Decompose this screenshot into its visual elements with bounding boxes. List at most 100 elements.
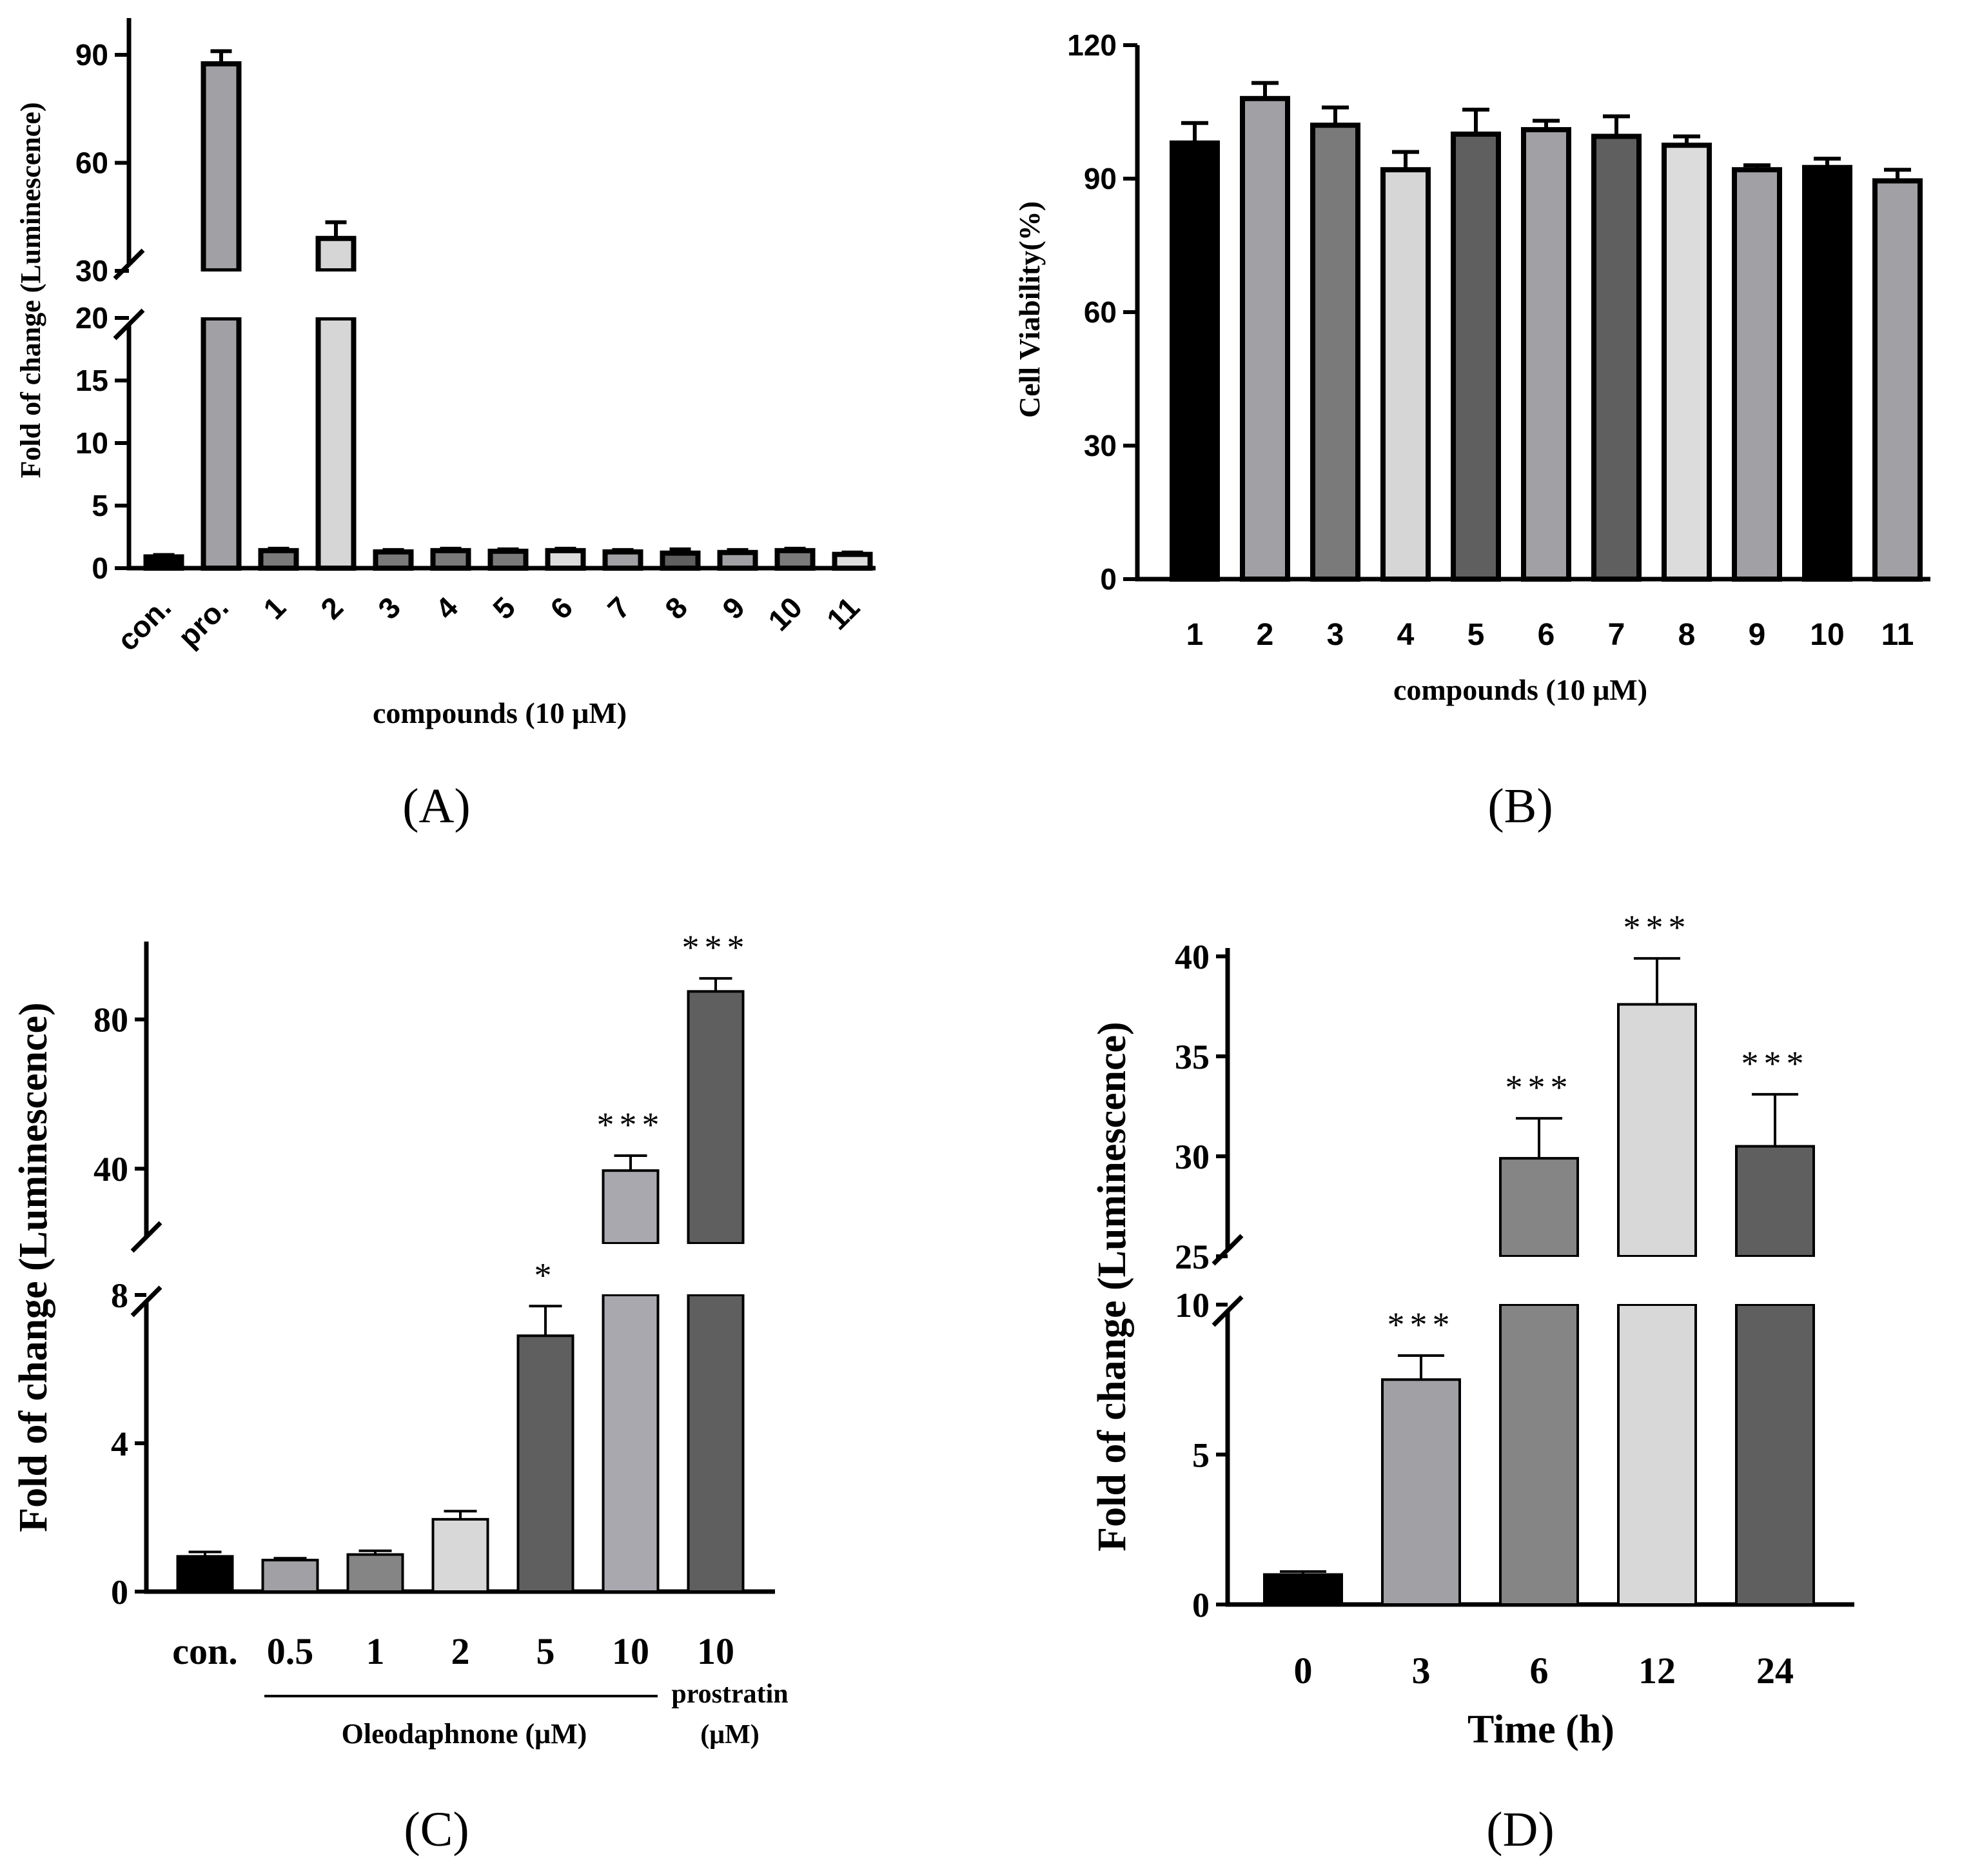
x-tick-label: 6 — [544, 590, 579, 626]
x-tick-label: 9 — [716, 590, 751, 626]
bar-b — [1802, 164, 1852, 582]
bar-d-lower — [1617, 1303, 1697, 1606]
y-tick-label: 15 — [75, 364, 108, 397]
x-tick-label: 8 — [658, 590, 694, 626]
bar-b — [1662, 143, 1712, 582]
y-tick-label: 40 — [93, 1150, 128, 1189]
panel-c: 0 4 8 40 80 con. 0.5 1 2 * 5 *** 10 *** 10 Fold of chan… — [12, 928, 789, 1857]
x-tick-label: 3 — [1327, 618, 1344, 652]
y-tick-label: 30 — [75, 254, 108, 288]
x-tick-label: 1 — [366, 1630, 385, 1672]
bar-a-lower — [201, 315, 242, 571]
y-tick-label: 10 — [1175, 1286, 1210, 1325]
bar-c-upper — [602, 1169, 660, 1245]
significance-mark: *** — [1624, 908, 1691, 947]
x-tick-label: 7 — [601, 590, 636, 626]
x-axis-label: compounds (10 μM) — [373, 696, 627, 729]
y-tick-label: 30 — [1175, 1138, 1210, 1176]
bar-b — [1591, 133, 1642, 582]
y-tick-label: 25 — [1175, 1238, 1210, 1276]
x-tick-label: 11 — [820, 590, 866, 636]
x-tick-label: 4 — [429, 590, 464, 626]
x-tick-label: 10 — [612, 1630, 649, 1672]
y-tick-label: 30 — [1084, 429, 1117, 462]
x-tick-label: 12 — [1638, 1650, 1676, 1692]
bar-break-gap — [313, 272, 359, 317]
y-tick-label: 0 — [1192, 1586, 1210, 1624]
x-axis-label-prostratin-unit: (μM) — [700, 1720, 759, 1750]
panel-b: 0 30 60 90 120 1 2 3 4 5 6 7 8 9 10 11 Cell Viability(%)… — [1013, 28, 1930, 833]
y-tick-label: 5 — [1192, 1436, 1210, 1474]
x-tick-label: 5 — [1467, 618, 1485, 652]
y-tick-label: 8 — [111, 1276, 128, 1315]
bar-break-gap — [685, 1244, 746, 1294]
bar-a — [660, 550, 701, 571]
y-tick-label: 60 — [75, 146, 108, 180]
bar-c — [431, 1517, 489, 1593]
bar-a — [258, 548, 299, 571]
bar-d-lower — [1499, 1303, 1579, 1606]
x-tick-label: con. — [110, 590, 177, 657]
x-tick-label: pro. — [172, 590, 235, 653]
x-tick-label: 10 — [761, 590, 809, 637]
x-axis-label: compounds (10 μM) — [1393, 673, 1647, 706]
axis-break-mark — [113, 248, 145, 281]
bar-c — [516, 1334, 574, 1593]
significance-mark: * — [535, 1256, 557, 1294]
bar-b — [1872, 178, 1923, 582]
panel-caption: (B) — [1487, 779, 1553, 833]
y-tick-label: 0 — [92, 551, 108, 585]
bar-break-gap — [1616, 1257, 1698, 1304]
y-tick-label: 4 — [111, 1425, 128, 1463]
bar-break-gap — [1734, 1257, 1816, 1304]
bar-a-upper — [201, 61, 242, 273]
x-tick-label: 0 — [1294, 1650, 1313, 1692]
y-tick-label: 35 — [1175, 1038, 1210, 1076]
panel-d: 0 5 10 25 30 35 40 0 *** 3 *** 6 *** 12 *** 24 Fold of c… — [1090, 908, 1854, 1857]
bar-b — [1380, 167, 1431, 582]
bar-c-lower — [687, 1294, 745, 1593]
x-tick-label: 10 — [697, 1630, 734, 1672]
axis-break-mark — [1212, 1234, 1244, 1266]
x-tick-label: 3 — [1412, 1650, 1431, 1692]
panel-caption: (D) — [1486, 1802, 1555, 1857]
bar-b — [1170, 140, 1220, 582]
bar-b — [1732, 167, 1782, 582]
x-tick-label: 6 — [1538, 618, 1555, 652]
axis-break-mark — [1212, 1295, 1244, 1327]
x-tick-label: 9 — [1749, 618, 1766, 652]
significance-mark: *** — [597, 1105, 665, 1144]
significance-mark: *** — [1741, 1044, 1809, 1083]
y-axis-label: Fold of change (Luminescence) — [1090, 1022, 1134, 1551]
x-tick-label: 2 — [314, 590, 349, 626]
bar-d-lower — [1735, 1303, 1815, 1606]
x-tick-label: 1 — [257, 590, 292, 626]
bar-c — [261, 1559, 319, 1593]
bar-a — [430, 548, 471, 571]
x-tick-label: 5 — [536, 1630, 555, 1672]
bar-break-gap — [1498, 1257, 1580, 1304]
y-tick-label: 5 — [92, 489, 108, 522]
y-tick-label: 120 — [1067, 28, 1117, 62]
bar-b — [1521, 127, 1571, 582]
y-axis-label: Cell Viability(%) — [1013, 201, 1046, 418]
bar-a — [717, 549, 758, 571]
bar-c-lower — [602, 1294, 660, 1593]
y-tick-label: 10 — [75, 426, 108, 460]
y-tick-label: 90 — [1084, 162, 1117, 195]
panel-caption: (C) — [404, 1802, 469, 1857]
x-tick-label: 5 — [486, 590, 522, 626]
x-tick-label: con. — [172, 1630, 238, 1672]
y-tick-label: 0 — [111, 1573, 128, 1612]
bar-a-upper — [315, 235, 357, 273]
axis-break-mark — [113, 308, 145, 341]
x-tick-label: 1 — [1186, 618, 1204, 652]
x-tick-label: 11 — [1881, 618, 1914, 652]
y-tick-label: 40 — [1175, 938, 1210, 976]
bar-a — [143, 554, 184, 571]
bar-a — [545, 548, 586, 571]
x-axis-label: Time (h) — [1467, 1708, 1614, 1752]
axis-break-mark — [130, 1221, 162, 1253]
y-axis-label: Fold of change (Luminescence) — [12, 1002, 55, 1532]
